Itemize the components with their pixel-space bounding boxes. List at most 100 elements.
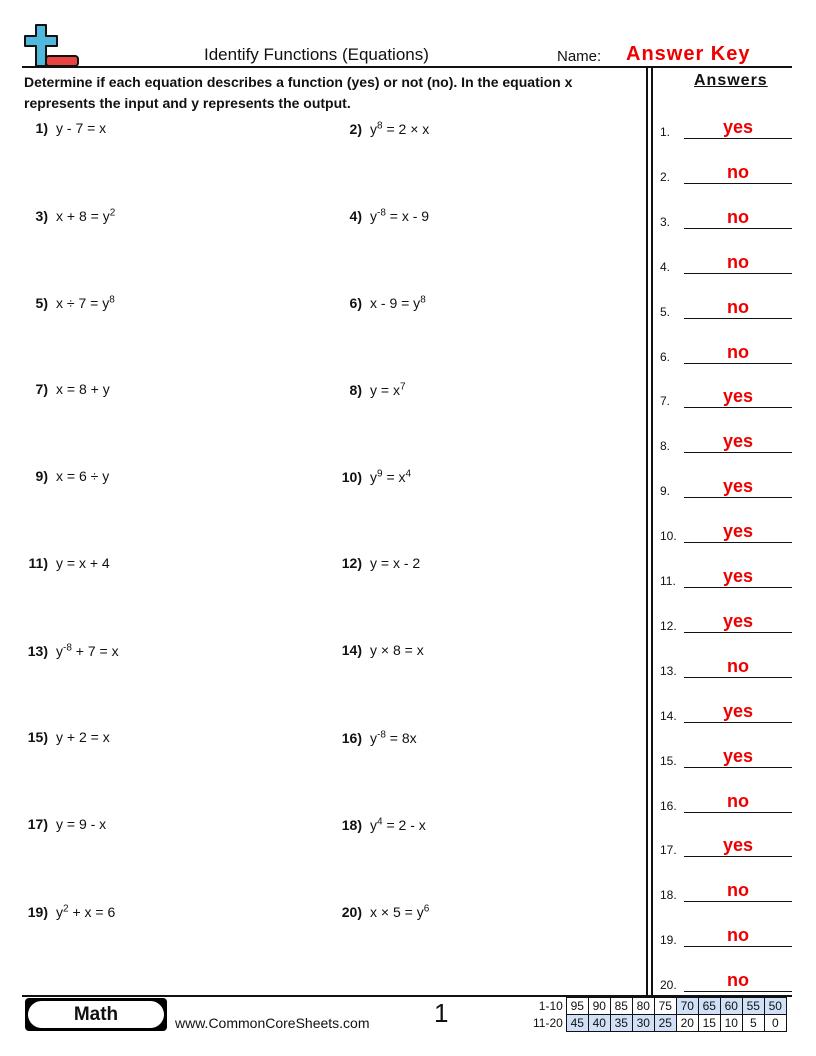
problem-number: 10) xyxy=(341,468,362,485)
problem-9: 9) x = 6 ÷ y xyxy=(24,468,110,484)
divider xyxy=(22,995,792,997)
answer-item: 14. yes xyxy=(660,702,792,723)
answer-value: no xyxy=(684,208,792,229)
score-cell: 70 xyxy=(675,997,699,1015)
equation: y - 7 = x xyxy=(56,120,106,136)
answer-number: 4. xyxy=(660,259,671,274)
answer-item: 11. yes xyxy=(660,567,792,588)
equation-text: = 2 - x xyxy=(382,816,426,833)
equation: x + 8 = y2 xyxy=(56,207,115,224)
equation: y = 9 - x xyxy=(56,816,106,832)
equation: y = x7 xyxy=(370,381,406,398)
answer-number: 12. xyxy=(660,618,677,633)
equation-text: + x = 6 xyxy=(68,903,116,920)
exponent: -8 xyxy=(377,207,386,218)
score-row: 1-10 95 90 85 80 75 70 65 60 55 50 xyxy=(530,997,787,1015)
problem-number: 19) xyxy=(27,903,48,920)
problem-18: 18) y4 = 2 - x xyxy=(338,816,426,833)
divider xyxy=(22,66,792,68)
equation-text: x × 5 = y xyxy=(370,903,424,920)
problem-number: 8) xyxy=(349,381,362,398)
score-table: 1-10 95 90 85 80 75 70 65 60 55 50 11-20 45 40 35 30 25 2… xyxy=(530,997,787,1032)
answer-number: 19. xyxy=(660,933,677,948)
score-cell: 35 xyxy=(609,1014,633,1032)
answer-value: yes xyxy=(684,702,792,723)
answer-number: 8. xyxy=(660,439,671,454)
equation: y-8 = x - 9 xyxy=(370,207,429,224)
equation-text: = 2 × x xyxy=(382,120,430,137)
answer-number: 7. xyxy=(660,394,671,409)
score-cell: 50 xyxy=(763,997,787,1015)
equation-text: y xyxy=(370,729,377,746)
problem-1: 1) y - 7 = x xyxy=(24,120,107,136)
score-cell: 65 xyxy=(697,997,721,1015)
answer-number: 2. xyxy=(660,169,671,184)
equation-text: y = x xyxy=(370,381,400,398)
score-cell: 5 xyxy=(741,1014,765,1032)
problem-number: 3) xyxy=(35,207,48,224)
equation: y + 2 = x xyxy=(56,729,110,745)
name-label: Name: xyxy=(557,48,602,65)
problem-14: 14) y × 8 = x xyxy=(338,642,424,658)
subject-badge: Math xyxy=(25,998,167,1031)
answer-item: 9. yes xyxy=(660,477,792,499)
problem-number: 14) xyxy=(341,642,362,658)
answer-value: yes xyxy=(684,387,792,409)
problem-number: 2) xyxy=(349,120,362,137)
answer-number: 5. xyxy=(660,304,671,319)
problem-number: 7) xyxy=(35,381,48,397)
problem-7: 7) x = 8 + y xyxy=(24,381,110,397)
score-cell: 55 xyxy=(741,997,765,1015)
score-cell: 75 xyxy=(653,997,677,1015)
problem-5: 5) x ÷ 7 = y8 xyxy=(24,294,115,311)
score-cell: 25 xyxy=(653,1014,677,1032)
equation: y4 = 2 - x xyxy=(370,816,426,833)
problem-number: 1) xyxy=(35,120,48,136)
instructions: Determine if each equation describes a f… xyxy=(24,74,573,111)
answer-item: 16. no xyxy=(660,792,792,813)
equation-text: y × 8 = x xyxy=(370,642,424,658)
answer-number: 16. xyxy=(660,798,677,813)
answer-value: no xyxy=(684,926,792,948)
score-row: 11-20 45 40 35 30 25 20 15 10 5 0 xyxy=(530,1014,787,1032)
exponent: 8 xyxy=(377,120,383,131)
answer-value: no xyxy=(684,163,792,184)
problem-6: 6) x - 9 = y8 xyxy=(338,294,426,311)
answer-item: 5. no xyxy=(660,298,792,319)
answer-item: 18. no xyxy=(660,881,792,903)
equation: y-8 + 7 = x xyxy=(56,642,119,659)
equation-text: = x xyxy=(382,468,406,485)
problem-number: 6) xyxy=(349,294,362,311)
name-value: Answer Key xyxy=(626,43,751,65)
problem-number: 17) xyxy=(27,816,48,832)
answer-number: 18. xyxy=(660,888,677,903)
problem-number: 13) xyxy=(27,642,48,659)
score-cell: 30 xyxy=(631,1014,655,1032)
equation-text: x ÷ 7 = y xyxy=(56,294,110,311)
equation: y = x + 4 xyxy=(56,555,110,571)
exponent: 6 xyxy=(423,903,430,914)
equation: y × 8 = x xyxy=(370,642,424,658)
site-link[interactable]: www.CommonCoreSheets.com xyxy=(175,1015,370,1031)
answer-value: yes xyxy=(684,612,792,633)
equation-text: y xyxy=(370,120,377,137)
equation-text: y xyxy=(370,468,377,485)
exponent: 7 xyxy=(399,381,406,392)
answer-item: 10. yes xyxy=(660,522,792,544)
answer-value: no xyxy=(684,792,792,813)
answer-item: 6. no xyxy=(660,343,792,364)
score-cell: 95 xyxy=(565,997,589,1015)
exponent: 4 xyxy=(405,468,412,479)
answer-number: 17. xyxy=(660,843,677,858)
equation-text: y + 2 = x xyxy=(56,729,110,745)
score-row-label: 1-10 xyxy=(538,999,563,1013)
problem-number: 12) xyxy=(341,555,362,571)
answer-value: no xyxy=(684,253,792,274)
answer-number: 20. xyxy=(660,978,677,993)
equation: y8 = 2 × x xyxy=(370,120,430,137)
problem-12: 12) y = x - 2 xyxy=(338,555,420,571)
score-cell: 40 xyxy=(587,1014,611,1032)
answer-item: 20. no xyxy=(660,971,792,993)
equation-text: x - 9 = y xyxy=(370,294,421,311)
equation-text: x = 6 ÷ y xyxy=(56,468,110,484)
